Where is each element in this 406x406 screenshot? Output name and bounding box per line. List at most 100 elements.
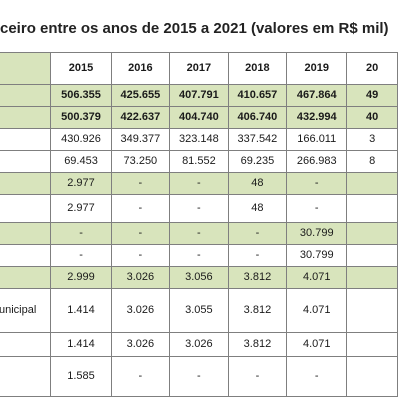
table-cell: - xyxy=(169,244,229,267)
table-cell: 406.740 xyxy=(227,106,288,129)
table-cell: - xyxy=(286,356,348,397)
row-label xyxy=(0,356,52,397)
table-cell: 2.999 xyxy=(50,266,112,289)
table-cell xyxy=(346,222,398,245)
table-cell: 500.379 xyxy=(50,106,112,129)
table-title: ceiro entre os anos de 2015 a 2021 (valo… xyxy=(0,20,389,37)
header-cell xyxy=(0,52,52,85)
row-label xyxy=(0,172,52,195)
row-label xyxy=(0,150,52,173)
table-cell: 4.071 xyxy=(286,288,348,333)
table-cell: 48 xyxy=(227,194,288,223)
table-cell: 3.026 xyxy=(110,288,171,333)
table-cell: - xyxy=(110,222,171,245)
table-row: 2.977- -48- xyxy=(0,194,398,223)
row-label xyxy=(0,84,52,107)
table-cell: 425.655 xyxy=(110,84,171,107)
table-cell: 432.994 xyxy=(286,106,348,129)
table-cell: - xyxy=(286,194,348,223)
table-cell: 3.026 xyxy=(110,332,171,357)
table-cell: 410.657 xyxy=(227,84,288,107)
table-cell: - xyxy=(286,172,348,195)
header-cell: 2017 xyxy=(169,52,229,85)
table-cell xyxy=(346,356,398,397)
table-row: 1.414 3.026 3.026 3.812 4.071 xyxy=(0,332,398,357)
table-cell: 2.977 xyxy=(50,194,112,223)
row-label xyxy=(0,194,52,223)
table-cell: 430.926 xyxy=(50,128,112,151)
table-cell: 3 xyxy=(346,128,398,151)
header-cell: 2016 xyxy=(110,52,171,85)
table-cell: - xyxy=(169,222,229,245)
table-cell: - xyxy=(227,222,288,245)
header-cell: 20 xyxy=(346,52,398,85)
table-cell: - xyxy=(50,244,112,267)
table-cell: 1.585 xyxy=(50,356,112,397)
table-cell: 40 xyxy=(346,106,398,129)
header-cell: 2019 xyxy=(286,52,348,85)
row-label xyxy=(0,332,52,357)
table-cell xyxy=(346,266,398,289)
table-cell: 3.812 xyxy=(227,266,288,289)
table-cell: 4.071 xyxy=(286,266,348,289)
table-cell: 3.055 xyxy=(169,288,229,333)
table-cell: 3.026 xyxy=(110,266,171,289)
table-row: 1.585- - - - xyxy=(0,356,398,397)
header-row: 2015 2016 2017 2018 2019 20 xyxy=(0,52,398,85)
header-cell: 2018 xyxy=(227,52,288,85)
table-cell: - xyxy=(169,356,229,397)
table-cell: 49 xyxy=(346,84,398,107)
table-cell: - xyxy=(227,244,288,267)
table-cell: 467.864 xyxy=(286,84,348,107)
row-label xyxy=(0,266,52,289)
table-cell: 1.414 xyxy=(50,332,112,357)
table-row: unicipal 1.414 3.026 3.055 3.812 4.071 xyxy=(0,288,398,333)
table-cell: 30.799 xyxy=(286,222,348,245)
table-row: 430.926 349.377 323.148 337.542 166.011 3 xyxy=(0,128,398,151)
table-row: - - - -30.799 xyxy=(0,244,398,267)
table-cell: 337.542 xyxy=(227,128,288,151)
header-cell: 2015 xyxy=(50,52,112,85)
table-cell: - xyxy=(110,356,171,397)
table-cell: - xyxy=(110,194,171,223)
table-cell: 2.977 xyxy=(50,172,112,195)
table-cell: - xyxy=(110,172,171,195)
table-cell: 69.453 xyxy=(50,150,112,173)
table-cell: 349.377 xyxy=(110,128,171,151)
table-cell: 3.812 xyxy=(227,288,288,333)
table-cell: 266.983 xyxy=(286,150,348,173)
table-cell: - xyxy=(50,222,112,245)
table-cell: 3.812 xyxy=(227,332,288,357)
table-body: 2015 2016 2017 2018 2019 20 506.355 425.6… xyxy=(0,52,398,397)
table-cell: 81.552 xyxy=(169,150,229,173)
table-cell: 73.250 xyxy=(110,150,171,173)
table-cell: 404.740 xyxy=(169,106,229,129)
row-label: unicipal xyxy=(0,288,52,333)
table-cell: 407.791 xyxy=(169,84,229,107)
table-cell xyxy=(346,244,398,267)
table-cell: 4.071 xyxy=(286,332,348,357)
table-cell: 8 xyxy=(346,150,398,173)
table-cell: 506.355 xyxy=(50,84,112,107)
table-cell: 1.414 xyxy=(50,288,112,333)
table-cell: 3.026 xyxy=(169,332,229,357)
financial-table: 2015 2016 2017 2018 2019 20 506.355 425.6… xyxy=(0,52,398,397)
table-cell: - xyxy=(169,172,229,195)
table-cell: 166.011 xyxy=(286,128,348,151)
row-label xyxy=(0,106,52,129)
row-label xyxy=(0,222,52,245)
table-cell: - xyxy=(227,356,288,397)
row-label xyxy=(0,128,52,151)
table-cell xyxy=(346,172,398,195)
table-cell: 323.148 xyxy=(169,128,229,151)
table-row: 2.977- -48- xyxy=(0,172,398,195)
table-cell xyxy=(346,288,398,333)
table-row: 69.453 73.250 81.552 69.235 266.983 8 xyxy=(0,150,398,173)
table-row: 506.355 425.655 407.791 410.657 467.864 49 xyxy=(0,84,398,107)
table-cell: 69.235 xyxy=(227,150,288,173)
row-label xyxy=(0,244,52,267)
table-cell: 48 xyxy=(227,172,288,195)
table-cell: 30.799 xyxy=(286,244,348,267)
table-cell: - xyxy=(169,194,229,223)
table-cell: - xyxy=(110,244,171,267)
